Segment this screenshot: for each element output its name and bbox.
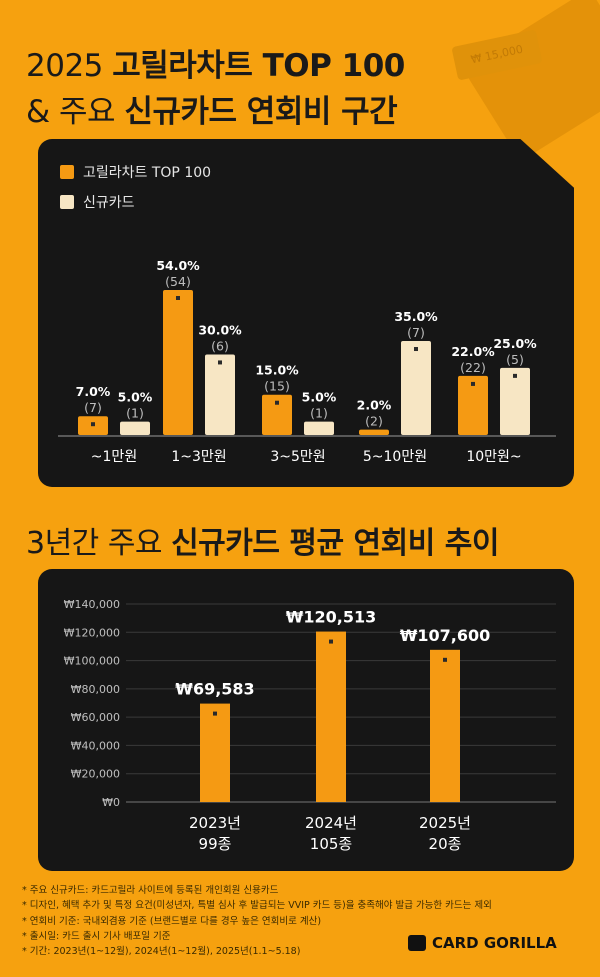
legend-label-top100: 고릴라차트 TOP 100 <box>83 165 212 181</box>
legend-swatch-newcard <box>60 195 74 209</box>
x-tick-sublabel: 20종 <box>429 835 462 853</box>
bar-top100 <box>262 394 292 435</box>
legend-item-newcard: 신규카드 <box>60 192 211 212</box>
bar-marker <box>275 400 279 405</box>
bar-average-fee <box>316 631 346 802</box>
bar-marker <box>176 296 180 300</box>
y-tick-label: ₩80,000 <box>71 683 120 696</box>
value-label: 54.0% <box>156 258 200 273</box>
footnote: * 기간: 2023년(1~12월), 2024년(1~12월), 2025년(… <box>22 946 301 958</box>
count-label: (22) <box>460 360 486 375</box>
main-title-line1: 2025 고릴라차트 TOP 100 <box>26 48 405 84</box>
x-tick-label: 5~10만원 <box>363 449 427 465</box>
footnote: * 연회비 기준: 국내외겸용 기준 (브랜드별로 다를 경우 높은 연회비로 … <box>22 915 322 927</box>
value-label: 35.0% <box>394 309 438 324</box>
gorilla-icon <box>408 935 426 951</box>
count-label: (6) <box>211 338 229 353</box>
value-label: ₩107,600 <box>400 626 491 645</box>
bar-new_card <box>120 421 150 435</box>
count-label: (15) <box>264 379 290 394</box>
bar-new_card <box>304 421 334 435</box>
y-tick-label: ₩40,000 <box>71 739 120 752</box>
x-tick-label: ~1만원 <box>91 449 137 465</box>
chart2-panel <box>38 569 574 871</box>
x-tick-sublabel: 99종 <box>199 835 232 853</box>
value-label: 7.0% <box>76 384 111 399</box>
x-tick-label: 10만원~ <box>466 449 521 465</box>
bar-marker <box>471 381 475 386</box>
count-label: (1) <box>310 406 328 421</box>
main-title-line2: & 주요 신규카드 연회비 구간 <box>26 94 398 130</box>
value-label: ₩69,583 <box>175 680 254 699</box>
bar-top100 <box>359 429 389 435</box>
value-label: 22.0% <box>451 344 495 359</box>
legend-item-top100: 고릴라차트 TOP 100 <box>60 162 211 182</box>
value-label: 30.0% <box>198 322 242 337</box>
y-tick-label: ₩140,000 <box>64 598 120 611</box>
section2-title: 3년간 주요 신규카드 평균 연회비 추이 <box>26 526 499 561</box>
x-tick-label: 1~3만원 <box>171 449 226 465</box>
bar-marker <box>513 373 517 378</box>
y-tick-label: ₩100,000 <box>64 655 120 668</box>
bar-marker <box>329 639 333 644</box>
footnote: * 디자인, 혜택 추가 및 특정 요건(미성년자, 특별 심사 후 발급되는 … <box>22 900 492 912</box>
bar-average-fee <box>200 703 230 802</box>
footnotes: * 주요 신규카드: 카드고릴라 사이트에 등록된 개인회원 신용카드 * 디자… <box>22 883 492 959</box>
count-label: (54) <box>165 274 191 289</box>
bar-top100 <box>163 290 193 435</box>
bar-new_card <box>500 367 530 435</box>
bar-marker <box>91 422 95 427</box>
y-tick-label: ₩0 <box>102 796 120 809</box>
value-label: 15.0% <box>255 363 299 378</box>
x-tick-label: 2023년 <box>189 814 241 832</box>
bar-top100 <box>458 375 488 435</box>
value-label: ₩120,513 <box>286 608 377 627</box>
bar-marker <box>414 347 418 352</box>
count-label: (7) <box>407 325 425 340</box>
x-tick-label: 3~5만원 <box>270 449 325 465</box>
value-label: 25.0% <box>493 336 537 351</box>
bar-marker <box>443 657 447 662</box>
legend-label-newcard: 신규카드 <box>83 195 135 211</box>
count-label: (2) <box>365 414 383 429</box>
x-tick-sublabel: 105종 <box>310 835 352 853</box>
footnote: * 출시일: 카드 출시 기사 배포일 기준 <box>22 930 171 942</box>
legend-swatch-top100 <box>60 165 74 179</box>
x-tick-label: 2025년 <box>419 814 471 832</box>
brand-logo: CARD GORILLA <box>408 934 557 952</box>
value-label: 2.0% <box>357 398 392 413</box>
value-label: 5.0% <box>118 390 153 405</box>
count-label: (5) <box>506 352 524 367</box>
x-tick-label: 2024년 <box>305 814 357 832</box>
bar-marker <box>218 360 222 365</box>
y-tick-label: ₩120,000 <box>64 626 120 639</box>
value-label: 5.0% <box>302 390 337 405</box>
y-tick-label: ₩20,000 <box>71 768 120 781</box>
bar-new_card <box>401 341 431 435</box>
count-label: (7) <box>84 400 102 415</box>
bar-marker <box>213 711 217 716</box>
y-tick-label: ₩60,000 <box>71 711 120 724</box>
chart1-legend: 고릴라차트 TOP 100 신규카드 <box>60 162 211 222</box>
count-label: (1) <box>126 406 144 421</box>
brand-name: CARD GORILLA <box>432 934 557 952</box>
bar-average-fee <box>430 649 460 802</box>
footnote: * 주요 신규카드: 카드고릴라 사이트에 등록된 개인회원 신용카드 <box>22 885 279 896</box>
bar-new_card <box>205 354 235 435</box>
